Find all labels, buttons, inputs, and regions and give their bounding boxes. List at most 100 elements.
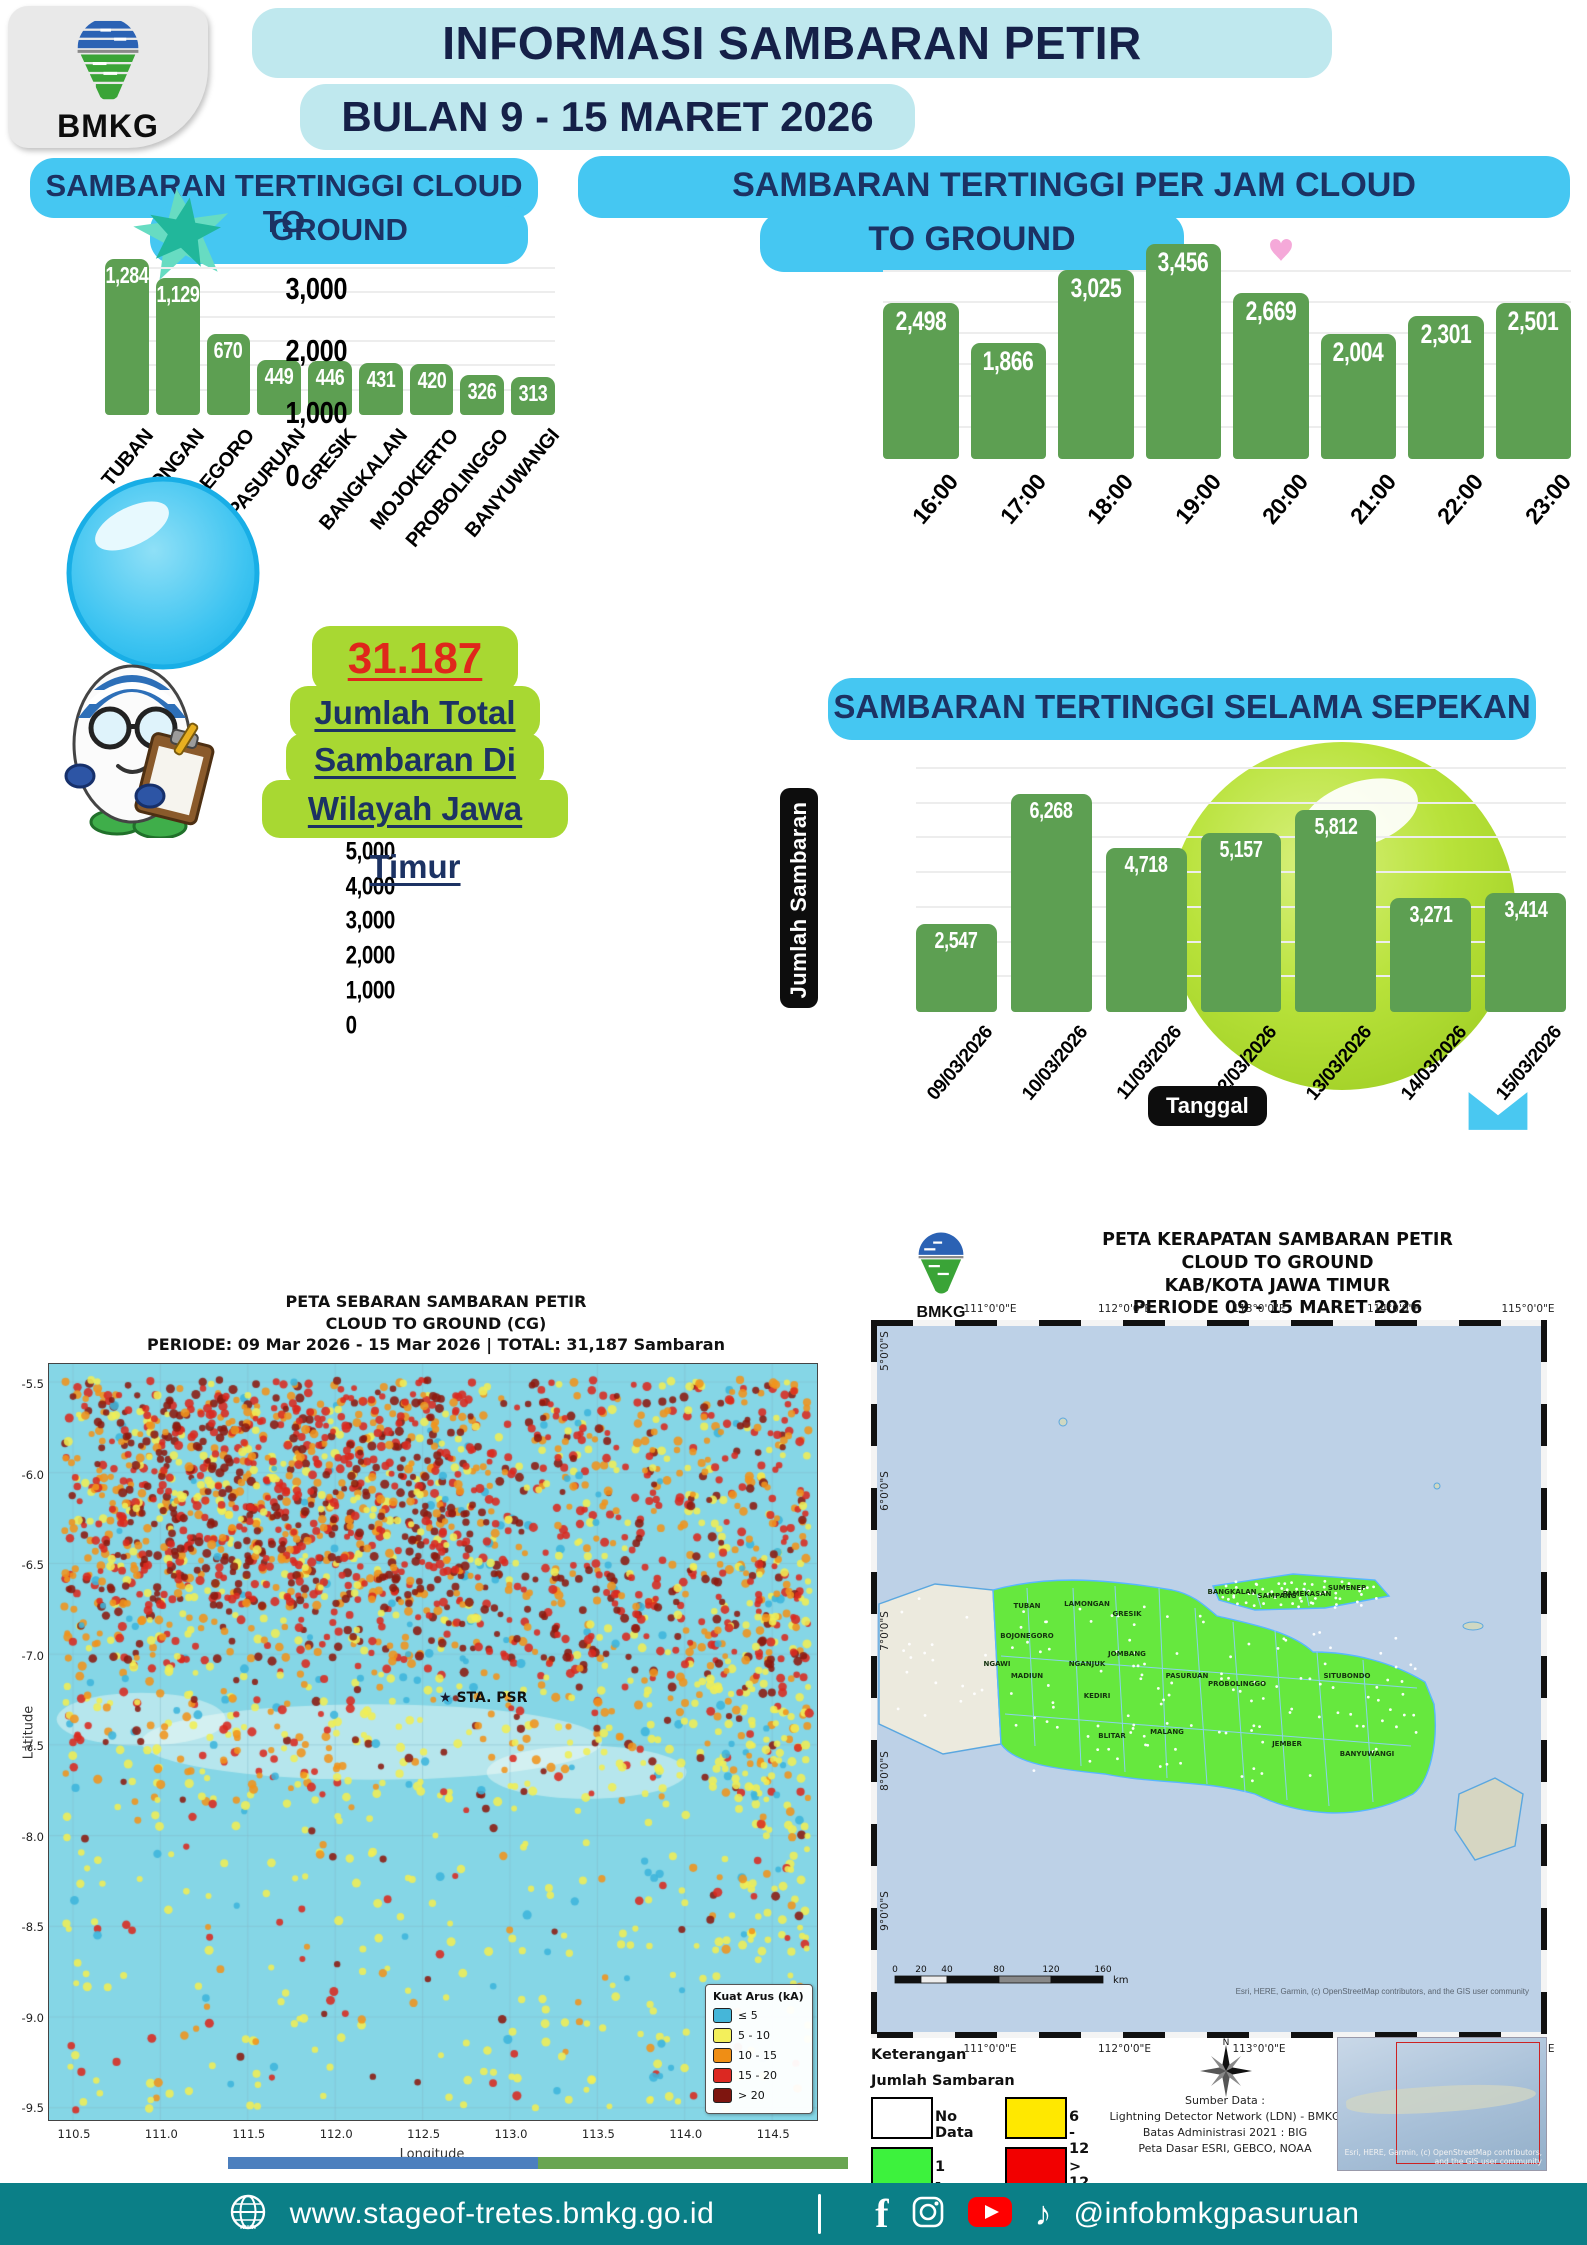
youtube-icon[interactable] xyxy=(967,2196,1013,2233)
svg-text:KEDIRI: KEDIRI xyxy=(1084,1692,1111,1700)
scatter-x-tick: 111.0 xyxy=(144,2127,178,2141)
legend-label: ≤ 5 xyxy=(738,2009,758,2022)
total-line3: Wilayah Jawa Timur xyxy=(307,790,523,885)
bar-14/03/2026: 3,271 xyxy=(1390,898,1472,1012)
section-title-per-hour-line2: TO GROUND xyxy=(868,220,1076,258)
total-line2: Sambaran Di xyxy=(314,741,516,778)
svg-text:80: 80 xyxy=(993,1965,1005,1975)
gridline xyxy=(105,267,555,270)
tiktok-icon[interactable]: ♪ xyxy=(1034,2195,1052,2233)
svg-text:N: N xyxy=(1223,2038,1230,2048)
source-line1: Sumber Data : xyxy=(1185,2094,1265,2107)
bmkg-logo-icon xyxy=(70,16,146,113)
density-title-line1: PETA KERAPATAN SAMBARAN PETIR xyxy=(1102,1230,1453,1250)
gridline xyxy=(883,394,1571,397)
star-decoration-icon xyxy=(128,186,238,291)
density-coord-tick-side: 7°0'0"S xyxy=(879,1611,891,1651)
facebook-icon[interactable]: f xyxy=(875,2191,889,2236)
x-tick-label: 09/03/2026 xyxy=(922,1022,997,1105)
plot-area: 1,284 1,129 670 449 446 431 420 326 313 xyxy=(105,257,555,415)
bar-value-label: 2,547 xyxy=(934,926,978,953)
bmkg-logo-card: BMKG xyxy=(8,6,208,148)
weekly-x-axis-label: Tanggal xyxy=(1166,1093,1249,1118)
station-label: STA. PSR xyxy=(456,1690,528,1706)
bar-22:00: 2,301 xyxy=(1408,315,1484,459)
y-tick-label: 1,000 xyxy=(285,395,348,431)
x-tick-label: 22:00 xyxy=(1432,469,1489,529)
instagram-icon[interactable] xyxy=(911,2195,945,2234)
scatter-x-tick: 112.0 xyxy=(319,2127,353,2141)
footer-bar: www www.stageof-tretes.bmkg.go.id f ♪ @i… xyxy=(0,2183,1587,2245)
density-map-frame: TUBAN LAMONGAN GRESIK BOJONEGORO NGAWI MADIUN… xyxy=(871,1320,1547,2038)
svg-text:40: 40 xyxy=(941,1965,953,1975)
station-star-icon: ★ xyxy=(439,1690,452,1706)
scatter-legend-title: Kuat Arus (kA) xyxy=(713,1990,804,2003)
density-map-section: BMKG PETA KERAPATAN SAMBARAN PETIR CLOUD… xyxy=(855,1225,1587,2207)
bar-value-label: 3,414 xyxy=(1504,896,1548,923)
density-coord-tick: 112°0'0"E xyxy=(1097,2043,1151,2055)
x-tick-label: 19:00 xyxy=(1169,469,1226,529)
x-tick-label: 21:00 xyxy=(1344,469,1401,529)
svg-text:0: 0 xyxy=(892,1965,898,1975)
bar-value-label: 2,301 xyxy=(1420,318,1472,349)
svg-text:JOMBANG: JOMBANG xyxy=(1107,1650,1146,1658)
station-marker: ★ STA. PSR xyxy=(439,1690,527,1706)
bar-12/03/2026: 5,157 xyxy=(1200,832,1282,1012)
bar-PASURUAN: 449 xyxy=(257,360,302,415)
section-title-per-hour-line1: SAMBARAN TERTINGGI PER JAM CLOUD xyxy=(732,166,1416,204)
legend-swatch xyxy=(713,2028,732,2043)
scatter-map-canvas xyxy=(49,1364,817,2120)
globe-icon: www xyxy=(228,2192,268,2237)
bar-PROBOLINGGO: 326 xyxy=(460,375,505,415)
svg-text:BOJONEGORO: BOJONEGORO xyxy=(1000,1632,1054,1640)
y-tick-label: 5,000 xyxy=(346,837,904,866)
x-tick-label: 14/03/2026 xyxy=(1397,1022,1472,1105)
inset-extent-rectangle xyxy=(1396,2042,1540,2164)
footer-website[interactable]: www.stageof-tretes.bmkg.go.id xyxy=(289,2197,715,2230)
y-tick-label: 1,000 xyxy=(345,976,396,1005)
density-map-title: PETA KERAPATAN SAMBARAN PETIR CLOUD TO G… xyxy=(995,1229,1560,1320)
envelope-decoration-icon xyxy=(1466,1090,1530,1137)
section-title-per-hour-box xyxy=(578,156,1570,218)
y-tick-label: 2,000 xyxy=(285,333,348,369)
y-tick-label: 0 xyxy=(0,414,93,450)
scatter-y-tick: -9.5 xyxy=(21,2101,44,2115)
bar-value-label: 1,129 xyxy=(156,280,200,307)
scatter-y-axis-title: Latitude xyxy=(21,1705,37,1760)
svg-text:SUMENEP: SUMENEP xyxy=(1328,1584,1366,1592)
bar-15/03/2026: 3,414 xyxy=(1485,893,1566,1012)
total-value: 31.187 xyxy=(347,634,483,683)
bar-value-label: 2,501 xyxy=(1507,306,1559,337)
x-tick-label: 17:00 xyxy=(994,469,1051,529)
svg-text:km: km xyxy=(1113,1975,1129,1986)
svg-text:PROBOLINGGO: PROBOLINGGO xyxy=(1208,1680,1266,1688)
footer-social-handle[interactable]: @infobmkgpasuruan xyxy=(1073,2197,1360,2230)
scatter-title-line3: PERIODE: 09 Mar 2026 - 15 Mar 2026 | TOT… xyxy=(147,1335,725,1355)
svg-text:BANGKALAN: BANGKALAN xyxy=(1208,1588,1257,1596)
x-tick-label: 10/03/2026 xyxy=(1017,1022,1092,1105)
chart-cg-weekly: 2,547 6,268 4,718 5,157 5,812 3,271 3,414 0 1,00… xyxy=(346,750,1585,1180)
inset-overview-map: Esri, HERE, Garmin, (c) OpenStreetMap co… xyxy=(1337,2037,1547,2171)
legend-label: 10 - 15 xyxy=(738,2049,777,2062)
bmkg-logo-text: BMKG xyxy=(57,108,159,144)
weekly-y-axis-label-pill: Jumlah Sambaran xyxy=(780,788,818,1008)
footer-divider xyxy=(818,2194,822,2234)
bar-18:00: 3,025 xyxy=(1058,270,1134,459)
density-legend-label: 6 - 12 xyxy=(1069,2109,1090,2157)
bar-value-label: 446 xyxy=(315,363,345,390)
section-title-weekly-box xyxy=(828,678,1536,740)
y-tick-label: 2,000 xyxy=(345,941,396,970)
legend-label: > 20 xyxy=(738,2089,765,2102)
bar-BOJONEGORO: 670 xyxy=(206,333,251,415)
density-coord-tick: 114°0'0"E xyxy=(1366,1303,1420,1315)
bar-value-label: 670 xyxy=(214,336,243,363)
x-tick-label: 18:00 xyxy=(1082,469,1139,529)
density-coord-tick: 111°0'0"E xyxy=(963,1303,1017,1315)
bar-value-label: 313 xyxy=(518,379,548,406)
scrollbar-decoration xyxy=(228,2157,848,2169)
scatter-legend-item: 15 - 20 xyxy=(713,2068,805,2083)
bar-10/03/2026: 6,268 xyxy=(1010,794,1092,1012)
bar-value-label: 420 xyxy=(417,366,446,393)
legend-swatch xyxy=(713,2088,732,2103)
